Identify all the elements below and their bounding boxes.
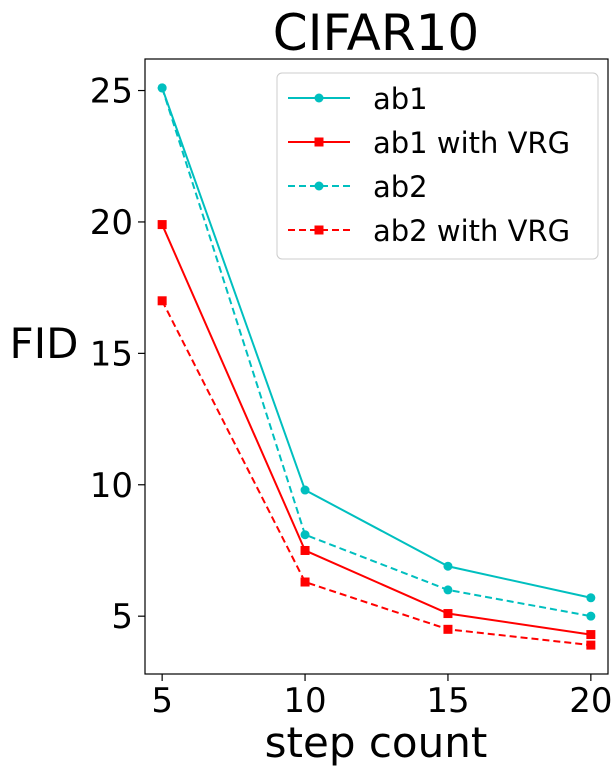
- data-point-ab2-with-vrg: [157, 296, 167, 306]
- x-tick-label: 20: [569, 681, 612, 721]
- legend-label-ab1-with-vrg: ab1 with VRG: [373, 126, 570, 160]
- legend-marker-ab1: [314, 93, 324, 103]
- series-line-ab1-with-vrg: [161, 224, 591, 636]
- x-tick-label: 15: [426, 681, 469, 721]
- y-tick-label: 5: [111, 597, 133, 637]
- legend-label-ab2: ab2: [373, 170, 428, 204]
- x-tick-label: 10: [283, 681, 326, 721]
- x-axis-label: step count: [265, 718, 488, 767]
- data-point-ab1-with-vrg: [157, 220, 167, 230]
- plot-area: 5 10 15 20 5 10 15 20 25 ab1 ab1 with VRG ab2 ab2 wi…: [90, 58, 612, 721]
- data-point-ab1: [300, 485, 310, 495]
- data-point-ab1-with-vrg: [300, 545, 310, 555]
- legend-label-ab1: ab1: [373, 82, 428, 116]
- legend-box: [276, 72, 599, 260]
- data-point-ab2: [586, 611, 596, 621]
- data-point-ab1-with-vrg: [443, 609, 453, 619]
- legend-marker-ab1-with-vrg: [314, 137, 324, 147]
- legend-label-ab2-with-vrg: ab2 with VRG: [373, 214, 570, 248]
- data-point-ab1-with-vrg: [586, 630, 596, 640]
- data-point-ab1: [586, 593, 596, 603]
- chart-legend: ab1 ab1 with VRG ab2 ab2 with VRG: [276, 72, 599, 260]
- data-point-ab1: [443, 561, 453, 571]
- data-point-ab2: [157, 83, 167, 93]
- y-tick-label: 20: [90, 203, 133, 243]
- data-point-ab2: [443, 585, 453, 595]
- data-point-ab2: [300, 530, 310, 540]
- x-tick-label: 5: [151, 681, 173, 721]
- series-line-ab1: [161, 87, 592, 599]
- data-point-ab2-with-vrg: [443, 624, 453, 634]
- y-tick-label: 15: [90, 334, 133, 374]
- series-line-ab2-with-vrg: [161, 300, 591, 647]
- y-axis-label: FID: [10, 319, 79, 368]
- legend-marker-ab2: [314, 181, 324, 191]
- chart-title: CIFAR10: [273, 4, 479, 62]
- y-tick-label: 25: [90, 72, 133, 112]
- series-line-ab2: [161, 87, 592, 618]
- legend-marker-ab2-with-vrg: [314, 225, 324, 235]
- plot-frame: [144, 58, 609, 675]
- data-point-ab2-with-vrg: [300, 577, 310, 587]
- data-point-ab2-with-vrg: [586, 640, 596, 650]
- y-tick-label: 10: [90, 466, 133, 506]
